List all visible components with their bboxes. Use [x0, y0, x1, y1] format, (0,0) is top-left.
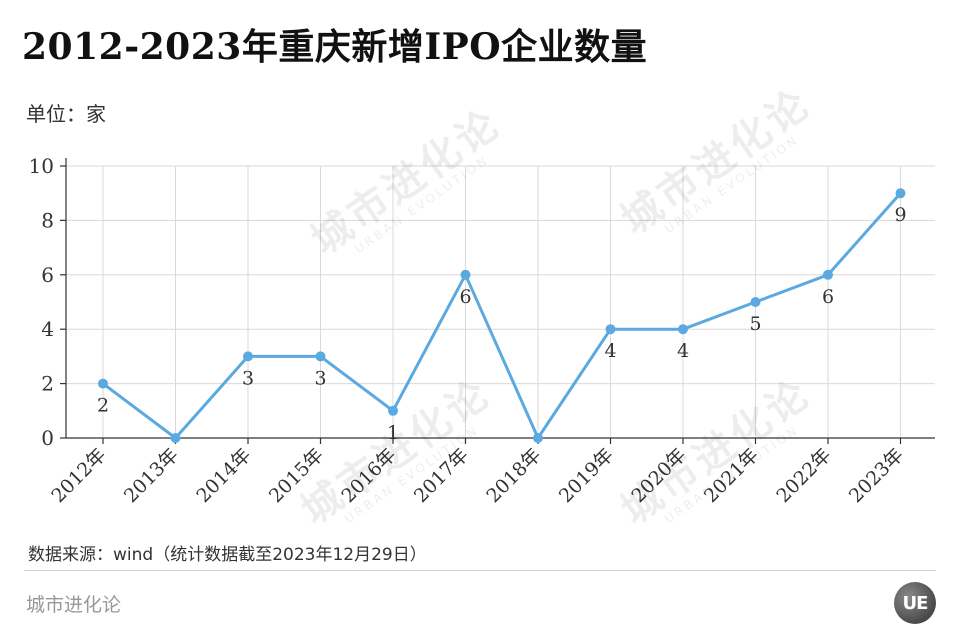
x-tick-label: 2017年	[410, 444, 473, 507]
data-label: 6	[822, 286, 834, 308]
data-point	[895, 188, 906, 199]
unit-label: 单位：家	[26, 102, 106, 126]
data-point	[460, 269, 471, 280]
brand-name: 城市进化论	[26, 594, 122, 616]
y-tick-label: 6	[41, 263, 54, 287]
x-tick-label: 2012年	[47, 444, 110, 507]
data-label: 4	[677, 340, 689, 362]
data-label: 4	[604, 340, 616, 362]
data-point	[823, 269, 833, 280]
x-tick-label: 2013年	[120, 444, 183, 507]
y-tick-label: 8	[41, 208, 54, 232]
data-point	[98, 378, 108, 389]
footer-divider	[24, 570, 936, 571]
x-tick-label: 2016年	[337, 444, 400, 507]
chart-title: 2012-2023年重庆新增IPO企业数量	[22, 26, 648, 68]
x-tick-label: 2022年	[772, 444, 835, 507]
x-tick-label: 2021年	[700, 444, 763, 507]
x-tick-label: 2015年	[265, 444, 328, 507]
y-tick-label: 10	[29, 154, 54, 178]
data-label: 5	[749, 313, 761, 335]
x-tick-label: 2020年	[627, 444, 690, 507]
x-tick-label: 2019年	[555, 444, 618, 507]
data-label: 3	[314, 367, 326, 389]
data-point	[243, 351, 253, 362]
y-tick-label: 2	[41, 372, 54, 396]
data-point	[533, 433, 543, 443]
data-source-note: 数据来源：wind（统计数据截至2023年12月29日）	[28, 545, 427, 565]
data-label: 3	[242, 367, 254, 389]
data-point	[605, 324, 616, 335]
x-tick-label: 2014年	[192, 444, 255, 507]
y-tick-label: 0	[41, 426, 54, 450]
data-label: 1	[387, 422, 399, 444]
data-point	[678, 324, 688, 335]
series-line	[102, 192, 902, 440]
data-label: 6	[459, 286, 471, 308]
x-tick-label: 2023年	[845, 444, 908, 507]
data-point	[170, 433, 181, 443]
data-point	[315, 351, 326, 362]
data-point	[750, 297, 761, 307]
data-label: 2	[97, 395, 109, 417]
data-point	[388, 405, 398, 416]
brand-logo-icon: UE	[894, 582, 936, 624]
data-label: 9	[894, 204, 906, 226]
x-tick-label: 2018年	[482, 444, 545, 507]
y-tick-label: 4	[41, 317, 54, 341]
